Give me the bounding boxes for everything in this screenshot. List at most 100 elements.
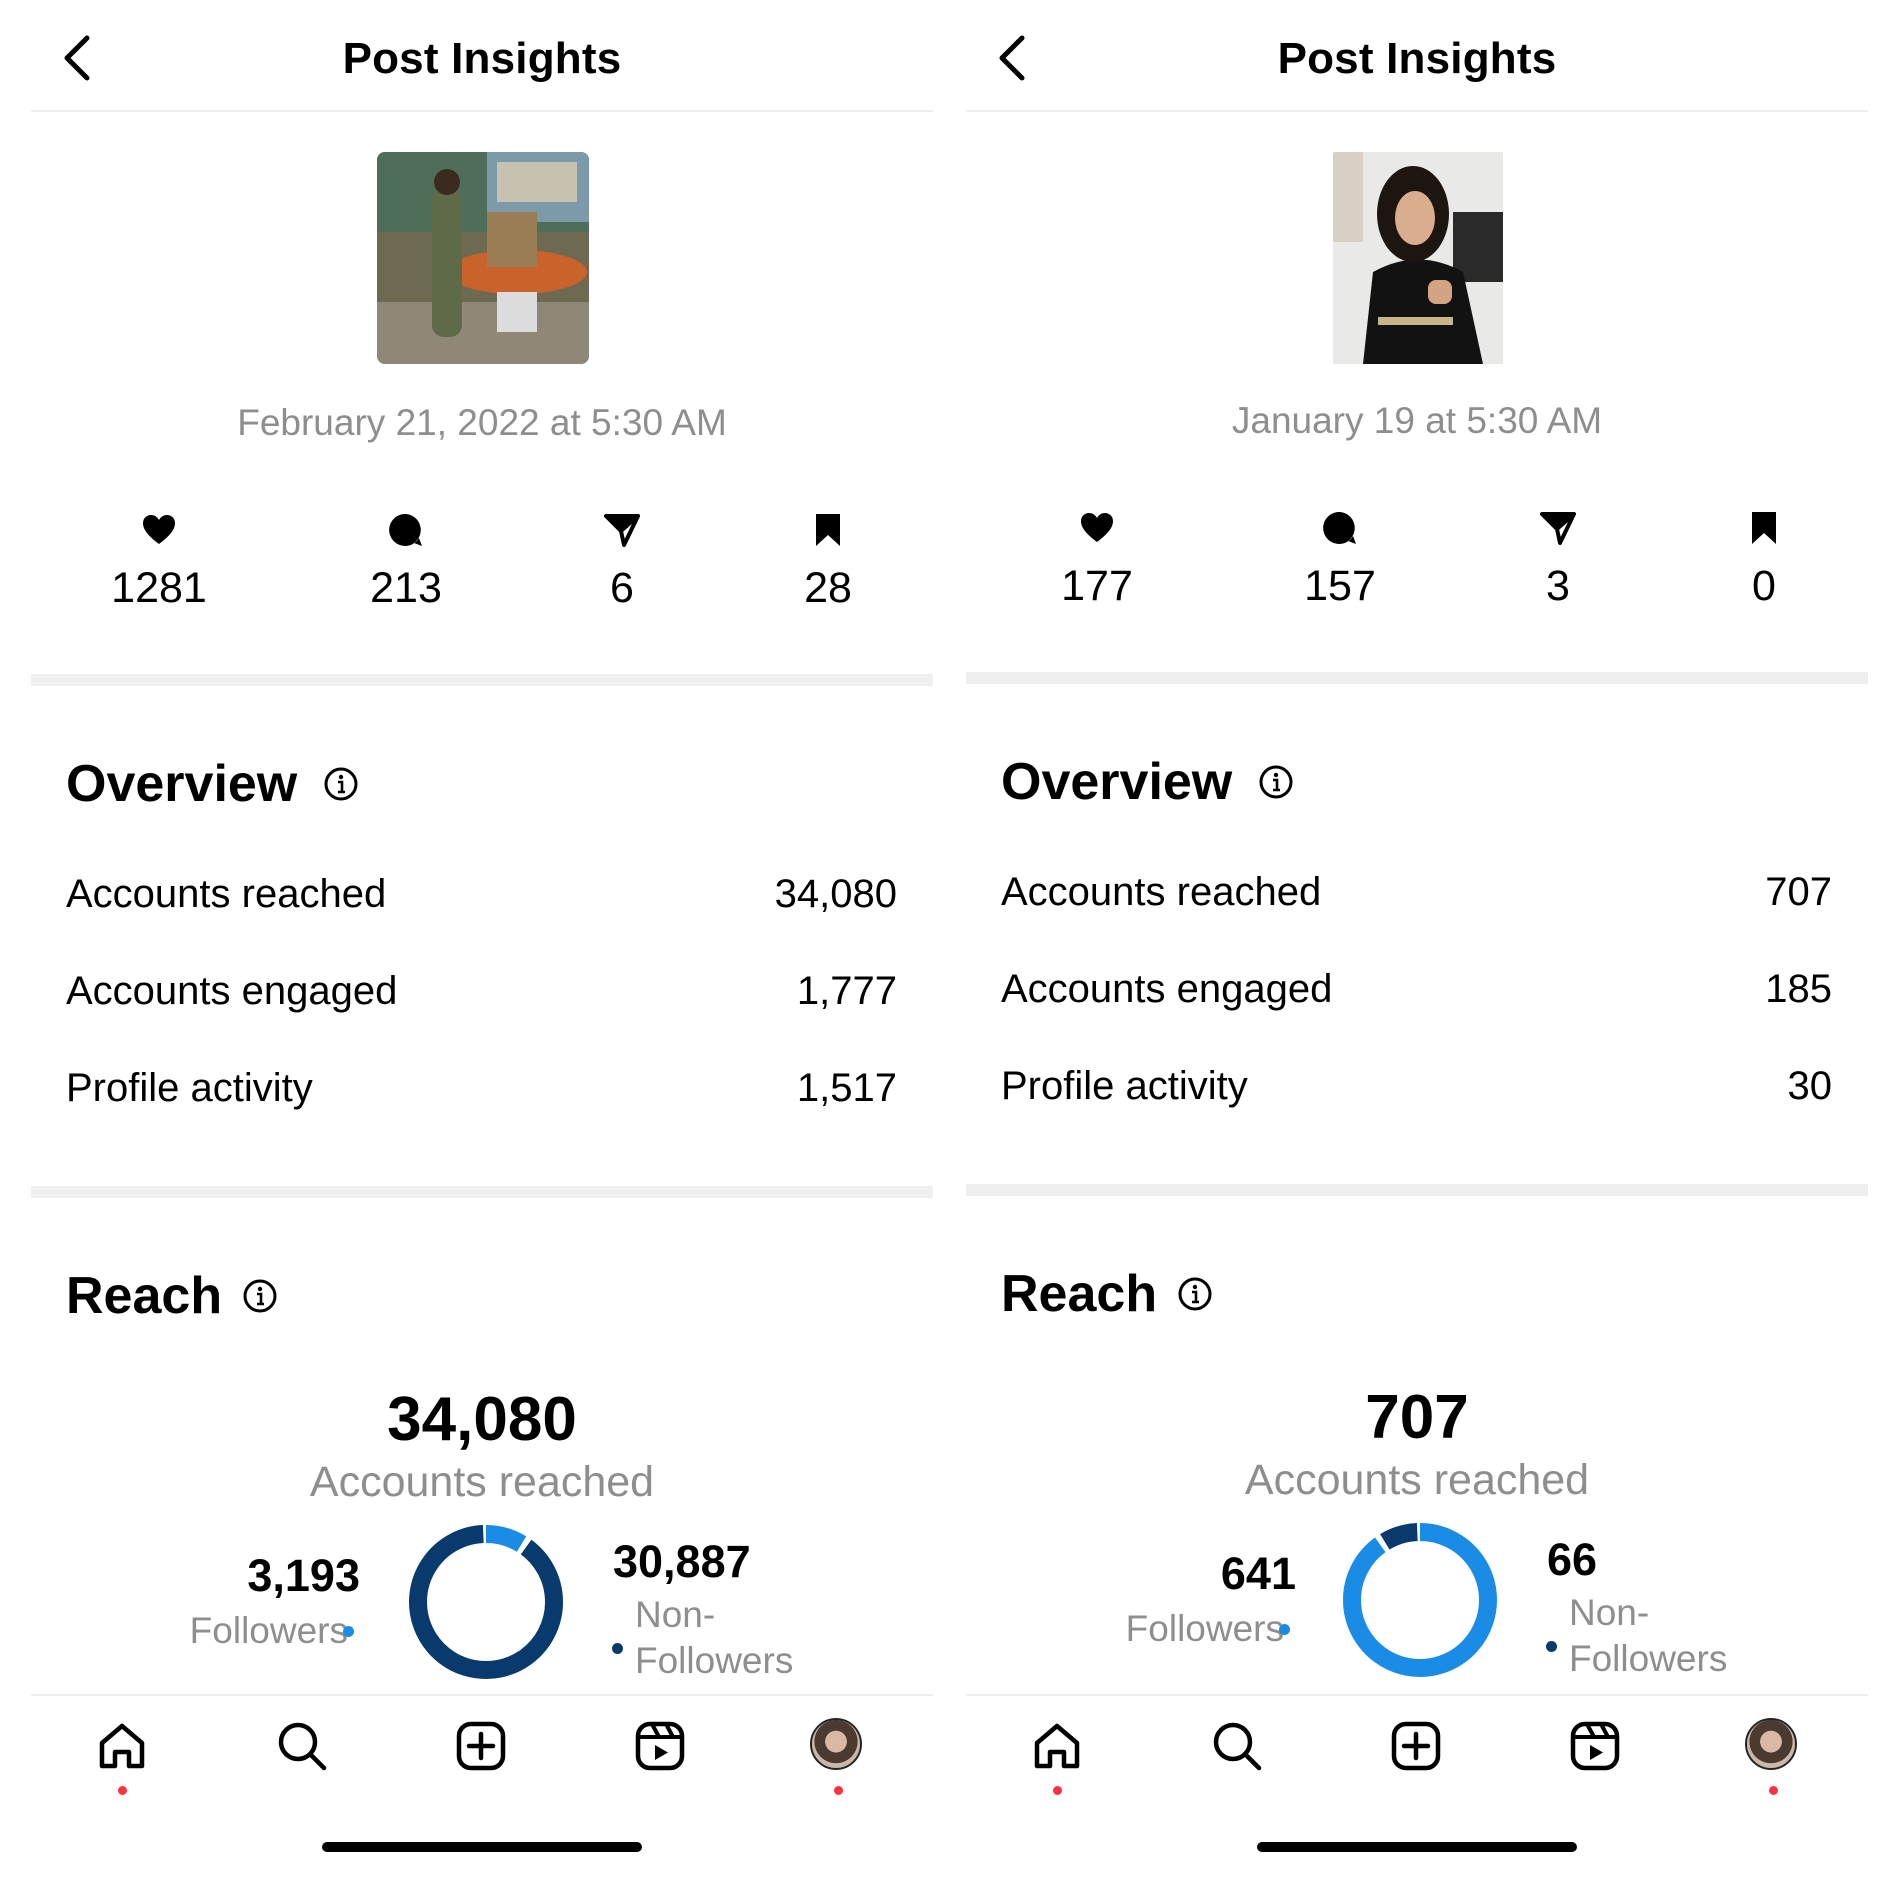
saves-count: 0 — [1752, 562, 1776, 610]
section-divider — [31, 1186, 933, 1198]
header: Post Insights — [966, 0, 1868, 112]
followers-label: Followers — [1125, 1608, 1284, 1649]
overview-row[interactable]: Accounts engaged 185 — [1001, 967, 1832, 1019]
profile-avatar — [1745, 1718, 1797, 1770]
section-divider — [31, 674, 933, 686]
home-icon — [99, 1723, 145, 1769]
reach-total: 34,080 — [387, 1385, 577, 1454]
non-followers-label: Non- Followers — [635, 1592, 793, 1684]
overview-row-value: 1,517 — [796, 1066, 897, 1110]
tab-search[interactable] — [274, 1718, 334, 1778]
followers-legend-dot — [1279, 1624, 1290, 1635]
non-followers-value: 30,887 — [613, 1536, 751, 1587]
overview-row-label: Accounts engaged — [1001, 967, 1333, 1011]
tab-create[interactable] — [1388, 1718, 1448, 1778]
header: Post Insights — [31, 0, 933, 112]
comments-stat: 157 — [1270, 510, 1410, 611]
create-icon — [1391, 1721, 1441, 1771]
insights-screen-1: Post Insights February 21, 2022 at 5:30 … — [31, 0, 933, 1889]
shares-count: 6 — [610, 564, 634, 612]
reach-title: Reach — [1001, 1265, 1158, 1323]
post-thumbnail[interactable] — [377, 152, 589, 364]
bottom-tab-bar — [31, 1694, 933, 1826]
overview-row[interactable]: Accounts engaged 1,777 — [66, 969, 897, 1021]
heart-icon — [1081, 513, 1113, 542]
post-date: February 21, 2022 at 5:30 AM — [237, 402, 727, 443]
tab-home[interactable] — [94, 1718, 154, 1795]
chevron-left-icon — [999, 35, 1025, 81]
likes-count: 177 — [1061, 562, 1133, 610]
saves-stat: 0 — [1694, 510, 1834, 611]
bottom-tab-bar — [966, 1694, 1868, 1826]
overview-row-label: Accounts reached — [1001, 870, 1322, 914]
home-indicator[interactable] — [322, 1842, 642, 1852]
non-followers-value: 66 — [1547, 1534, 1598, 1585]
overview-row-label: Accounts reached — [66, 872, 387, 916]
tab-reels[interactable] — [632, 1718, 692, 1778]
non-followers-label-line2: Followers — [635, 1640, 794, 1681]
donut-segment-non-followers — [1380, 1523, 1419, 1550]
back-button[interactable] — [984, 28, 1044, 88]
notification-dot — [834, 1786, 843, 1795]
overview-row-label: Accounts engaged — [66, 969, 398, 1013]
info-icon[interactable] — [323, 766, 359, 802]
reach-title: Reach — [66, 1267, 223, 1325]
overview-title: Overview — [1001, 753, 1233, 811]
section-divider — [966, 672, 1868, 684]
tab-reels[interactable] — [1567, 1718, 1627, 1778]
comments-count: 213 — [370, 564, 442, 612]
tab-profile[interactable] — [810, 1718, 870, 1795]
donut-segment-non-followers — [409, 1525, 563, 1679]
comments-count: 157 — [1304, 562, 1376, 610]
overview-row[interactable]: Profile activity 1,517 — [66, 1066, 897, 1118]
overview-row[interactable]: Profile activity 30 — [1001, 1064, 1832, 1116]
share-icon — [604, 514, 640, 547]
post-thumbnail[interactable] — [1333, 152, 1503, 364]
post-date: January 19 at 5:30 AM — [1231, 400, 1603, 441]
chevron-left-icon — [64, 35, 90, 81]
tab-create[interactable] — [453, 1718, 513, 1778]
page-title: Post Insights — [1277, 34, 1557, 83]
notification-dot — [118, 1786, 127, 1795]
overview-row-label: Profile activity — [66, 1066, 313, 1110]
reels-icon — [635, 1721, 685, 1771]
section-divider — [966, 1184, 1868, 1196]
shares-count: 3 — [1546, 562, 1570, 610]
likes-stat: 177 — [1027, 510, 1167, 611]
info-icon[interactable] — [1258, 764, 1294, 800]
shares-stat: 3 — [1488, 510, 1628, 611]
overview-row-value: 30 — [1787, 1064, 1833, 1108]
saves-count: 28 — [804, 564, 852, 612]
notification-dot — [1053, 1786, 1062, 1795]
info-icon[interactable] — [1177, 1276, 1213, 1312]
donut-segment-followers — [1343, 1523, 1497, 1677]
non-followers-label-line1: Non- — [635, 1594, 716, 1635]
donut-segment-followers — [485, 1525, 527, 1552]
page-title: Post Insights — [342, 34, 622, 83]
home-indicator[interactable] — [1257, 1842, 1577, 1852]
overview-title: Overview — [66, 755, 298, 813]
non-followers-label: Non- Followers — [1569, 1590, 1727, 1682]
followers-legend-dot — [343, 1626, 354, 1637]
non-followers-label-line1: Non- — [1569, 1592, 1650, 1633]
tab-home[interactable] — [1029, 1718, 1089, 1795]
reach-total-label: Accounts reached — [309, 1458, 655, 1506]
reach-donut-chart — [1343, 1523, 1497, 1677]
overview-row[interactable]: Accounts reached 34,080 — [66, 872, 897, 924]
likes-count: 1281 — [111, 564, 207, 612]
tab-search[interactable] — [1209, 1718, 1269, 1778]
back-button[interactable] — [49, 28, 109, 88]
overview-row-value: 34,080 — [774, 872, 897, 916]
notification-dot — [1769, 1786, 1778, 1795]
shares-stat: 6 — [552, 512, 692, 613]
info-icon[interactable] — [242, 1278, 278, 1314]
comment-icon — [389, 513, 422, 546]
reels-icon — [1570, 1721, 1620, 1771]
share-icon — [1540, 512, 1576, 545]
reach-total: 707 — [1365, 1383, 1469, 1452]
tab-profile[interactable] — [1745, 1718, 1805, 1795]
search-icon — [278, 1722, 327, 1771]
comments-stat: 213 — [336, 512, 476, 613]
overview-row[interactable]: Accounts reached 707 — [1001, 870, 1832, 922]
